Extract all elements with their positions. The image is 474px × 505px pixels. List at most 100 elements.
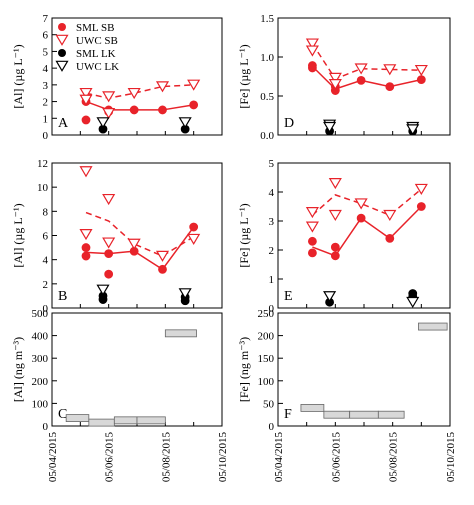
legend-marker (58, 49, 66, 57)
data-point (102, 237, 116, 249)
y-tick-label: 4 (43, 63, 49, 75)
panel-F: 0 50 100 150 200 250 [Fe] (ng m⁻³) F (237, 308, 451, 433)
data-point (328, 178, 342, 190)
data-point (96, 117, 110, 129)
x-tick-label: 05/04/2015 (47, 432, 59, 483)
y-tick-label: 1.0 (260, 52, 274, 64)
legend-marker (58, 23, 66, 31)
bar (88, 418, 115, 427)
data-point (323, 121, 337, 134)
data-point (102, 91, 116, 103)
data-point (155, 81, 170, 93)
data-point (356, 213, 366, 223)
data-point (406, 296, 420, 309)
data-point (79, 166, 93, 178)
bar (300, 404, 325, 412)
panel-C: 0 100 200 300 400 500 [Al] (ng m⁻³) C (11, 308, 223, 433)
y-tick-label: 0 (43, 130, 49, 142)
data-point (416, 202, 426, 211)
bar (164, 329, 197, 338)
legend-marker (55, 34, 69, 46)
legend-label: UWC SB (76, 35, 118, 47)
data-point (414, 64, 428, 77)
panel-letter: C (58, 407, 67, 422)
y-tick-label: 3 (43, 80, 49, 92)
data-point (127, 87, 141, 100)
data-point (305, 38, 319, 50)
data-point (178, 288, 192, 300)
data-point (305, 45, 319, 57)
panel-E: 0 1 2 3 4 5 [Fe] (µg L⁻¹) E (237, 158, 451, 315)
y-axis-label: [Fe] (µg L⁻¹) (237, 203, 251, 267)
data-point (383, 64, 397, 76)
bar (349, 410, 379, 419)
y-tick-label: 0 (269, 303, 275, 315)
y-tick-label: 250 (258, 308, 275, 320)
y-tick-label: 2 (43, 97, 49, 109)
y-tick-label: 50 (263, 398, 275, 410)
y-tick-label: 0 (43, 421, 49, 433)
data-point (383, 209, 397, 222)
y-tick-label: 1 (43, 113, 49, 125)
panel-letter: D (284, 116, 294, 131)
bar (113, 416, 138, 425)
y-tick-label: 0 (269, 421, 275, 433)
data-point (189, 100, 199, 110)
bar (136, 416, 166, 425)
bar (377, 410, 405, 419)
y-tick-label: 6 (43, 231, 49, 243)
y-tick-label: 10 (37, 182, 49, 194)
y-tick-label: 150 (258, 353, 275, 365)
y-tick-label: 5 (43, 46, 49, 58)
x-tick-label: 05/10/2015 (445, 432, 457, 483)
y-tick-label: 200 (32, 376, 49, 388)
data-point (328, 72, 342, 84)
data-point (354, 63, 368, 75)
data-point (102, 193, 116, 206)
series-line (85, 100, 194, 111)
series-line (85, 84, 194, 99)
y-tick-label: 1 (269, 274, 275, 286)
y-tick-label: 500 (32, 308, 49, 320)
x-tick-label: 05/10/2015 (217, 432, 229, 483)
data-point (102, 107, 116, 120)
legend-label: SML LK (76, 48, 116, 60)
data-point (385, 82, 395, 92)
y-tick-label: 4 (269, 187, 275, 199)
data-point (129, 105, 139, 115)
data-point (356, 76, 366, 85)
y-axis-label: [Al] (µg L⁻¹) (11, 44, 25, 108)
y-tick-label: 400 (32, 331, 49, 343)
panel-B: 0 2 4 6 8 10 12 [Al] (µg L⁻¹) B (11, 158, 223, 315)
y-tick-label: 5 (269, 158, 275, 170)
data-point (187, 79, 201, 91)
data-point (104, 249, 114, 259)
y-axis-label: [Al] (µg L⁻¹) (11, 203, 25, 267)
y-tick-label: 6 (43, 30, 49, 42)
data-point (79, 229, 93, 241)
y-tick-label: 300 (32, 353, 49, 365)
data-point (155, 250, 170, 262)
data-point (79, 87, 93, 100)
data-point (307, 61, 317, 70)
data-point (189, 222, 199, 232)
panel-letter: E (284, 289, 293, 304)
data-point (330, 242, 340, 252)
legend-marker (55, 60, 69, 72)
y-tick-label: 100 (258, 376, 275, 388)
series-line (85, 226, 195, 271)
series-line (312, 205, 422, 257)
y-tick-label: 7 (43, 13, 49, 25)
data-point (406, 124, 420, 136)
data-point (158, 264, 167, 274)
y-axis-label: [Fe] (µg L⁻¹) (237, 44, 251, 108)
y-tick-label: 0 (43, 303, 49, 315)
x-tick-label: 05/08/2015 (388, 432, 400, 483)
data-point (414, 183, 428, 195)
data-point (81, 243, 91, 252)
legend-label: SML SB (76, 22, 114, 34)
y-tick-label: 200 (258, 331, 275, 343)
data-point (187, 233, 201, 245)
